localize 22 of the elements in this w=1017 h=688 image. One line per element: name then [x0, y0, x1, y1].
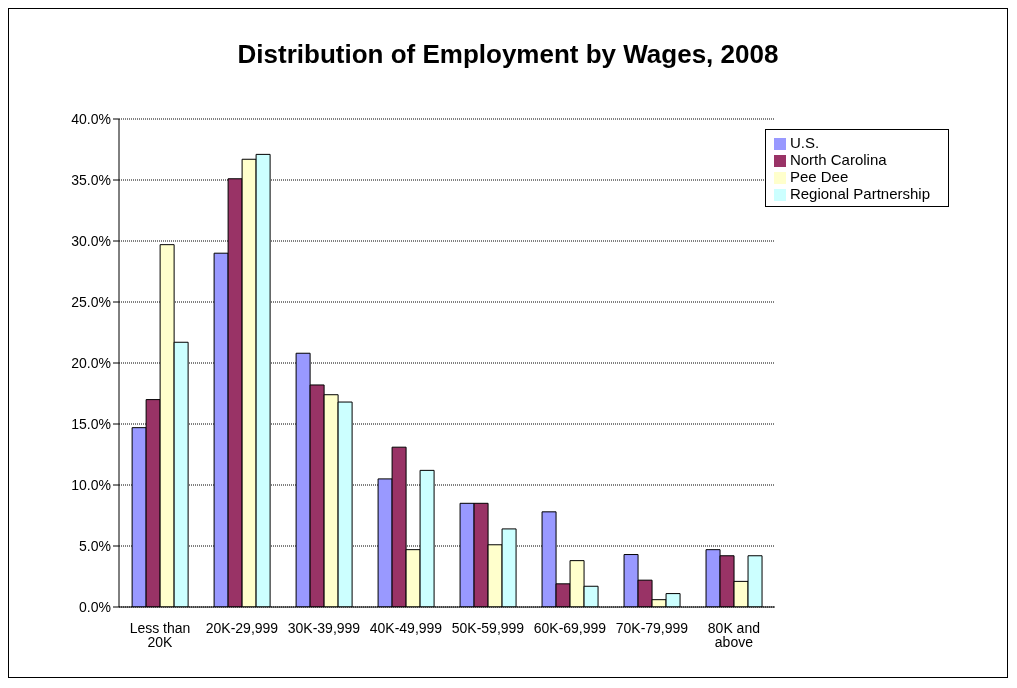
- y-tick-label: 5.0%: [79, 537, 111, 554]
- legend-label: North Carolina: [789, 151, 887, 168]
- x-tick-label: 30K-39,999: [287, 619, 361, 636]
- y-tick-label: 0.0%: [79, 598, 111, 615]
- y-tick-label: 20.0%: [71, 354, 111, 371]
- y-tick-label: 10.0%: [71, 476, 111, 493]
- y-tick-label: 30.0%: [71, 232, 111, 249]
- y-tick-label: 40.0%: [71, 110, 111, 127]
- y-tick-label: 35.0%: [71, 171, 111, 188]
- x-tick-label: 60K-69,999: [533, 619, 607, 636]
- legend-label: Pee Dee: [789, 168, 849, 185]
- x-tick-label: 40K-49,999: [369, 619, 443, 636]
- legend-label: U.S.: [789, 134, 820, 151]
- y-tick-label: 25.0%: [71, 293, 111, 310]
- x-tick-label: 70K-79,999: [615, 619, 689, 636]
- x-tick-label: 80K and above: [707, 619, 760, 650]
- x-tick-label: 20K-29,999: [205, 619, 279, 636]
- y-tick-label: 15.0%: [71, 415, 111, 432]
- legend-label: Regional Partnership: [789, 185, 930, 202]
- chart-title: Distribution of Employment by Wages, 2008: [236, 39, 780, 71]
- x-tick-label: Less than 20K: [129, 619, 191, 650]
- x-tick-label: 50K-59,999: [451, 619, 525, 636]
